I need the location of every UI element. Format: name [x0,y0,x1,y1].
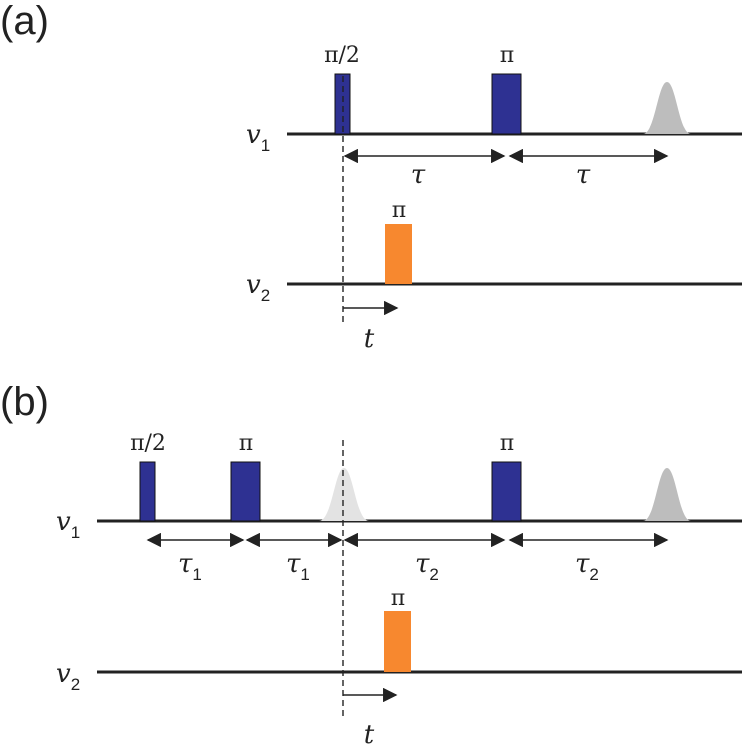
panel-b-v1-label: v1 [56,507,80,542]
panel-b-pi-first-label: π [239,431,253,456]
panel-b-pi2-pulse [139,461,156,522]
panel-b-tau2-label-a: τ2 [415,549,439,584]
panel-a-tau-left: τ [411,160,426,190]
panel-b-pump-label: π [391,586,405,611]
panel-b-pi-second-label: π [500,431,514,456]
panel-a-label: (a) [0,0,49,43]
panel-b-label: (b) [0,380,49,424]
panel-a-v1-label: v1 [246,120,270,155]
panel-b-t-label: t [364,720,375,750]
panel-b-tau2-label-b: τ2 [575,549,599,584]
panel-b-pi2-label: π/2 [130,431,166,456]
panel-b-v2-label: v2 [56,659,80,694]
panel-a-pump-label: π [392,198,406,223]
panel-b-pi-pulse-first [230,461,261,522]
panel-a-v2-label: v2 [246,270,270,305]
panel-a-tau-right: τ [576,160,591,190]
panel-b-pump-pulse [384,611,411,672]
panel-b-tau1-label-a: τ1 [178,549,202,584]
panel-b-echo [643,468,691,521]
panel-b-tau1-label-b: τ1 [286,549,310,584]
panel-b-refocused-echo [319,468,369,521]
panel-a-pi-pulse [491,73,522,135]
panel-a-pi2-label: π/2 [324,43,360,68]
panel-a-t-label: t [364,324,375,354]
panel-a-echo [643,82,691,134]
panel-b-pi-pulse-second [491,461,522,522]
panel-a-pump-pulse [385,224,412,284]
panel-a-pi2-pulse [334,73,351,135]
panel-a-pi-label: π [500,43,514,68]
